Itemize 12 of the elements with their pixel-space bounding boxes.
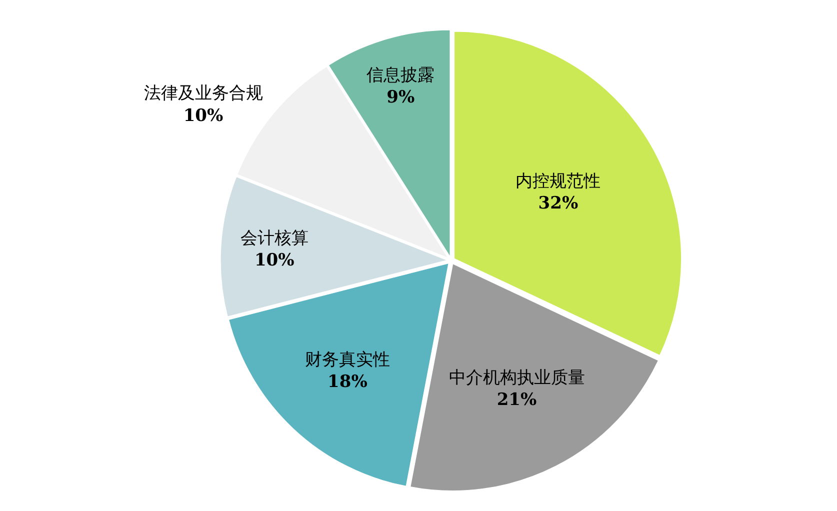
slice-label: 财务真实性 xyxy=(304,350,390,370)
data-label: 10% xyxy=(183,106,224,126)
data-label: 18% xyxy=(328,372,368,392)
slice-label: 内控规范性 xyxy=(516,172,601,192)
slice-label: 会计核算 xyxy=(240,228,308,248)
slice-label: 信息披露 xyxy=(366,65,435,86)
data-label: 9% xyxy=(386,87,415,108)
data-label: 10% xyxy=(254,250,294,270)
slice-label: 中介机构执业质量 xyxy=(448,368,585,388)
data-label: 32% xyxy=(538,194,578,214)
data-label: 21% xyxy=(496,390,537,410)
slice-label: 法律及业务合规 xyxy=(144,84,263,104)
